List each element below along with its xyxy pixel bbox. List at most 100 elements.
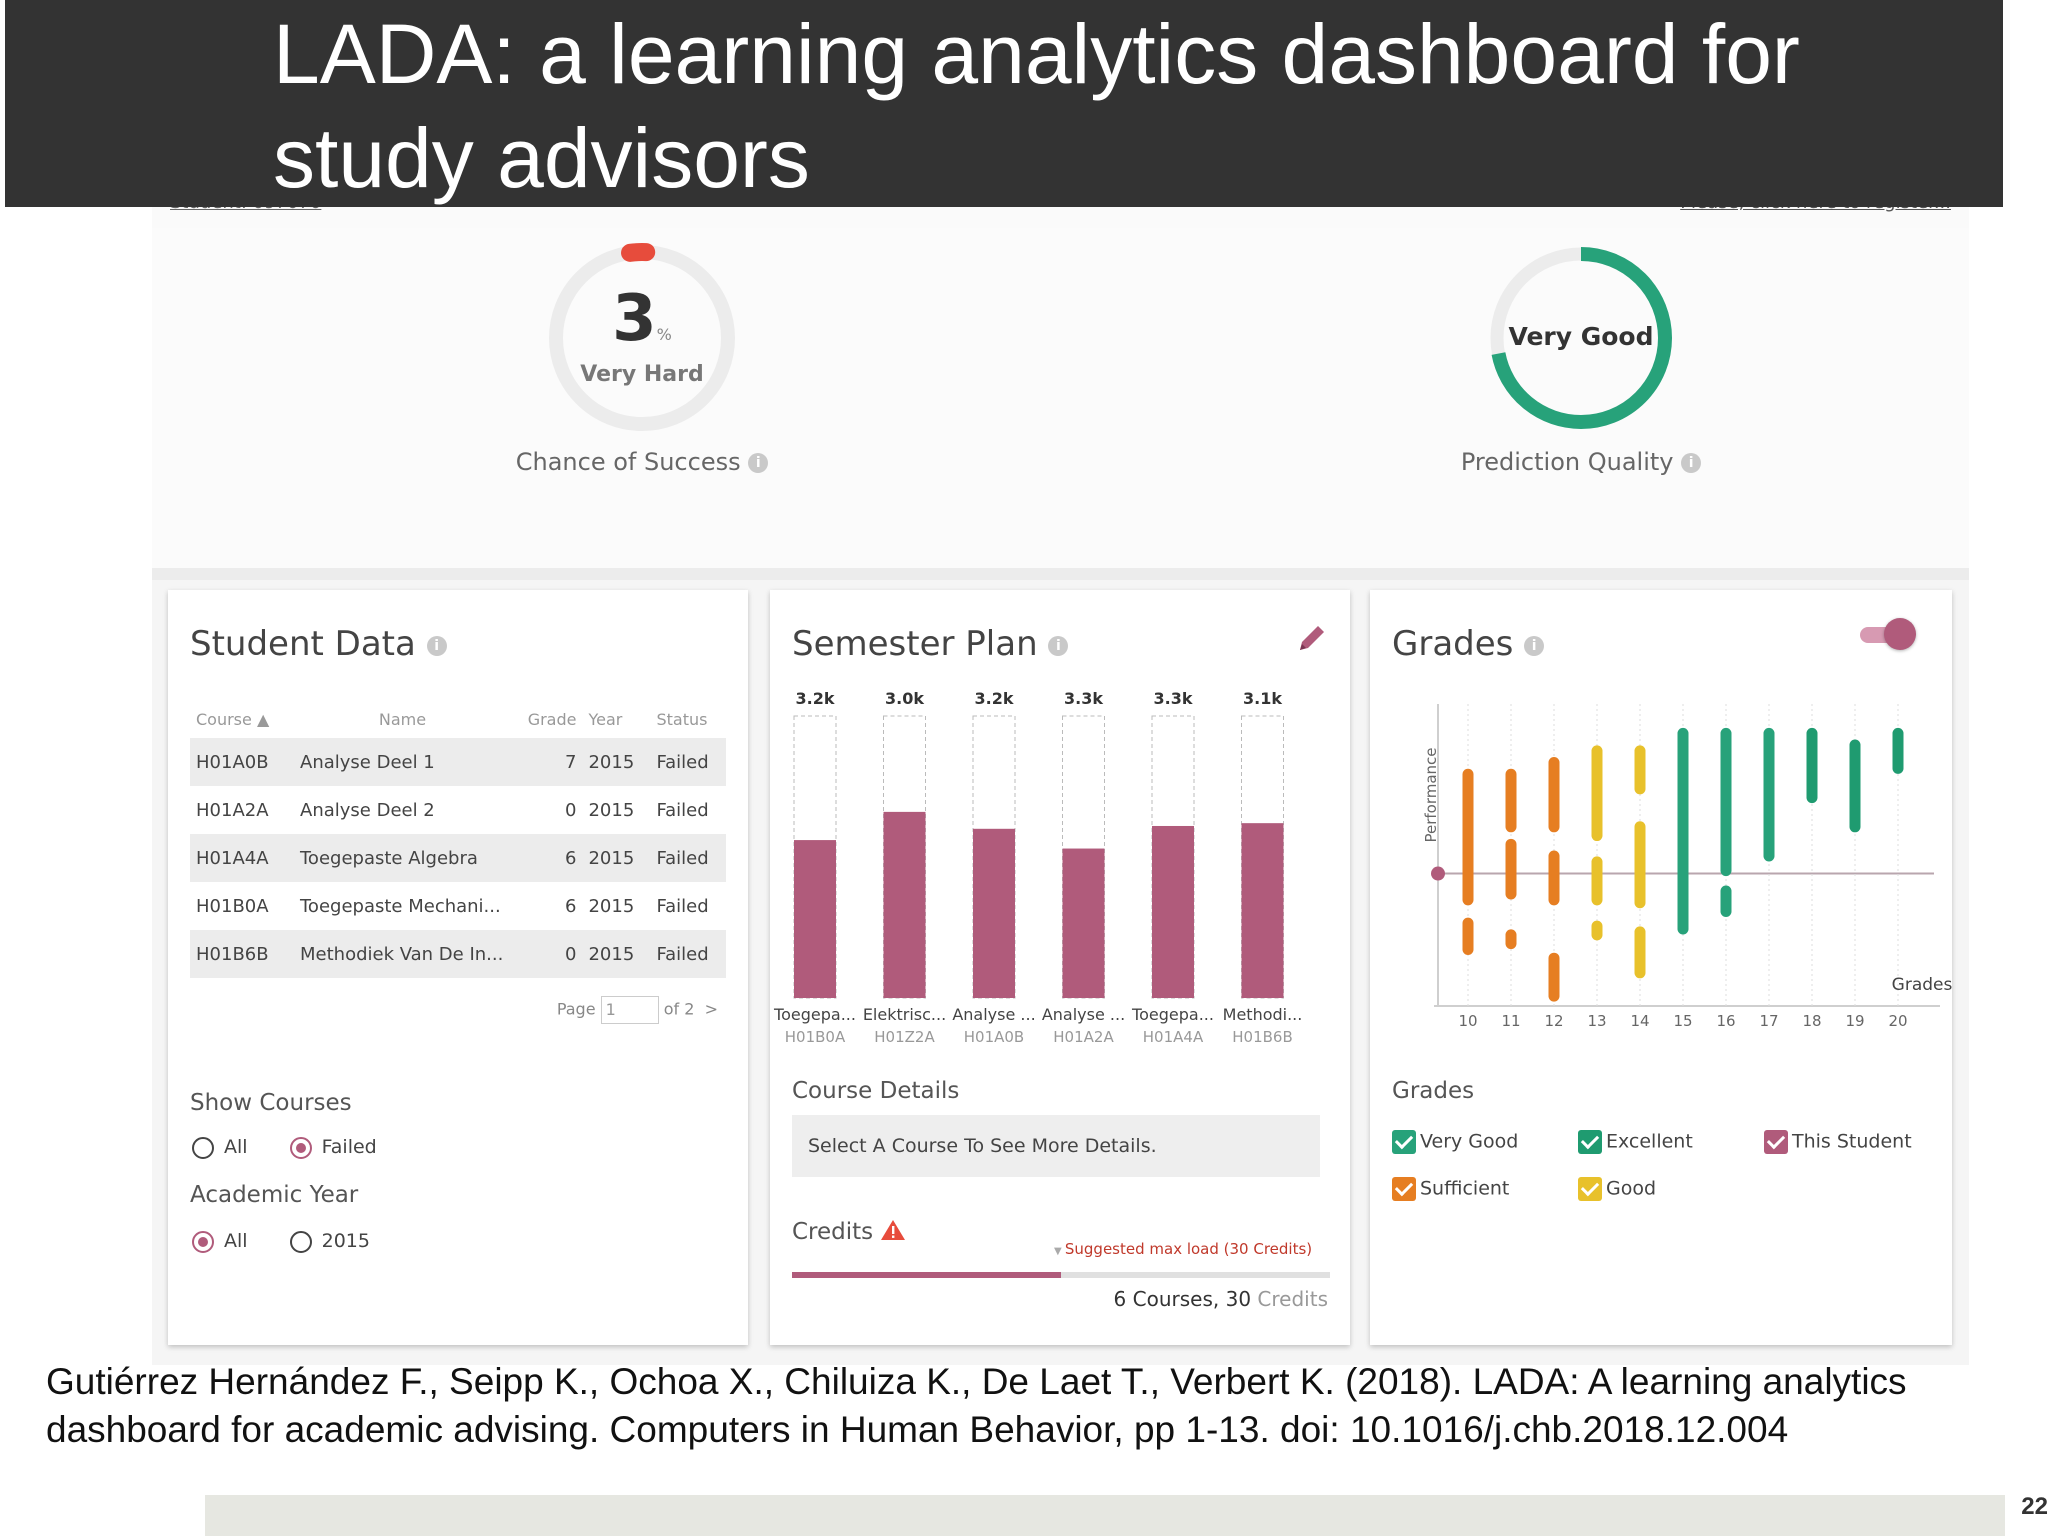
table-row[interactable]: H01A2A Analyse Deel 2 0 2015 Failed [190,786,726,834]
grades-toggle-switch[interactable] [1860,618,1916,652]
info-icon[interactable]: i [426,635,447,656]
bar-total-label: 3.1k [1243,689,1282,708]
bar[interactable] [1062,848,1105,998]
bar[interactable] [1241,823,1284,998]
radio-button[interactable] [192,1136,214,1159]
cell-status: Failed [656,799,709,821]
cell-course: H01A4A [190,834,294,882]
x-tick-code: H01B6B [1232,1028,1293,1046]
cell-status: Failed [650,930,726,978]
checkbox-checked-icon[interactable] [1392,1130,1416,1154]
legend-item-excellent[interactable]: Excellent [1578,1130,1693,1154]
radio-label: Failed [321,1136,377,1158]
student-data-title: Student Data [190,624,416,664]
info-icon[interactable]: i [1524,635,1545,656]
radio-button[interactable] [289,1230,312,1253]
column-header-name[interactable]: Name [378,709,427,729]
cell-year: 2015 [588,895,635,917]
info-icon[interactable]: i [1681,453,1702,473]
radio-option-all[interactable]: All [192,1136,248,1159]
table-row[interactable]: H01A0B Analyse Deel 1 7 2015 Failed [190,738,726,786]
legend-item-this-student[interactable]: This Student [1764,1130,1912,1154]
pencil-icon[interactable] [1294,622,1328,656]
x-tick-code: H01A0B [964,1028,1024,1046]
legend-item-sufficient[interactable]: Sufficient [1392,1177,1509,1201]
radio-button-selected[interactable] [289,1136,312,1159]
x-tick-label: 16 [1716,1012,1735,1030]
column-header-grade[interactable]: Grade [527,709,577,729]
column-header-course[interactable]: Course ▲ [196,709,270,729]
x-tick-label: Analyse ... [1042,1005,1125,1024]
semester-plan-card: Semester Plan i 3.2k Toegepa... H01B0A 3.0k… [770,590,1350,1345]
footer-strip [205,1495,2005,1536]
x-tick-label: Toegepa... [1131,1005,1214,1024]
cell-grade: 0 [565,799,577,821]
checkbox-checked-icon[interactable] [1392,1177,1416,1201]
legend-label: Sufficient [1420,1177,1510,1200]
legend-item-very-good[interactable]: Very Good [1392,1130,1518,1154]
x-tick-label: Analyse ... [952,1005,1035,1024]
radio-label: All [224,1230,248,1252]
warning-icon [881,1220,906,1240]
prediction-quality-gauge: Very Good Prediction Quality i [1431,238,1731,476]
success-unit: % [656,325,672,344]
x-tick-label: 13 [1587,1012,1606,1030]
cell-grade: 7 [511,738,583,786]
radio-option-2015[interactable]: 2015 [289,1230,370,1253]
quality-ring [1490,247,1672,429]
radio-option-all[interactable]: All [192,1230,248,1253]
radio-button-selected[interactable] [192,1230,214,1253]
x-tick-label: Methodi... [1223,1005,1303,1024]
pager-prefix: Page [556,999,596,1019]
bar-total-label: 3.3k [1154,689,1193,708]
cell-status: Failed [650,834,726,882]
bar[interactable] [1152,825,1194,998]
chance-of-success-gauge: 3% Very Hard Chance of Success i [492,238,792,476]
citation-text: Gutiérrez Hernández F., Seipp K., Ochoa … [46,1361,1907,1450]
y-axis-label: Performance [1422,747,1440,842]
info-icon[interactable]: i [1048,635,1069,656]
cell-year: 2015 [582,930,651,978]
this-student-marker[interactable] [1431,866,1445,881]
course-details-box: Select A Course To See More Details. [792,1115,1320,1177]
grades-card: Grades i Performance 10 11 12 13 14 15 16 17 18 19… [1370,590,1952,1345]
student-data-card: Student Data i Course ▲ Name Grade Year … [168,590,748,1345]
checkbox-checked-icon[interactable] [1578,1177,1602,1201]
table-row[interactable]: H01B6B Methodiek Van De In... 0 2015 Fai… [190,930,726,978]
gauges-panel: 3% Very Hard Chance of Success i Very Go… [152,228,1969,580]
radio-option-failed[interactable]: Failed [289,1136,377,1159]
courses-count: 6 [1113,1287,1127,1311]
success-value: 3 [612,282,657,356]
column-header-status[interactable]: Status [656,709,708,729]
next-page-button[interactable]: > [704,999,718,1019]
academic-year-radio-group: All 2015 [192,1230,406,1253]
semester-plan-title: Semester Plan [792,624,1038,664]
cell-course: H01B6B [190,930,294,978]
page-number-input[interactable]: 1 [600,996,659,1024]
course-details-label: Course Details [792,1078,960,1104]
cell-grade: 0 [511,930,583,978]
table-row[interactable]: H01A4A Toegepaste Algebra 6 2015 Failed [190,834,726,882]
cell-course: H01A2A [196,799,269,821]
quality-value: Very Good [1508,322,1654,351]
success-ring [547,243,737,433]
grades-distribution-chart: Performance 10 11 12 13 14 15 16 17 18 19 20 Grades [1422,704,1952,1030]
cell-name: Analyse Deel 2 [300,799,435,821]
info-icon[interactable]: i [748,453,769,473]
credits-label: Credits [792,1219,874,1245]
grades-legend-title: Grades [1392,1078,1475,1104]
bar[interactable] [883,811,926,998]
bar[interactable] [794,840,836,998]
cell-year: 2015 [588,799,635,821]
column-header-year[interactable]: Year [588,709,623,729]
checkbox-checked-icon[interactable] [1764,1130,1788,1154]
table-row[interactable]: H01B0A Toegepaste Mechani... 6 2015 Fail… [190,882,726,930]
pager-suffix: of 2 [663,999,695,1019]
x-tick-label: 18 [1802,1012,1821,1030]
legend-item-good[interactable]: Good [1578,1177,1656,1201]
bar[interactable] [973,828,1015,998]
academic-year-label: Academic Year [190,1182,359,1208]
cell-course: H01B0A [196,895,269,917]
student-data-table: Course ▲ Name Grade Year Status H01A0B A… [190,700,726,978]
checkbox-checked-icon[interactable] [1578,1130,1602,1154]
